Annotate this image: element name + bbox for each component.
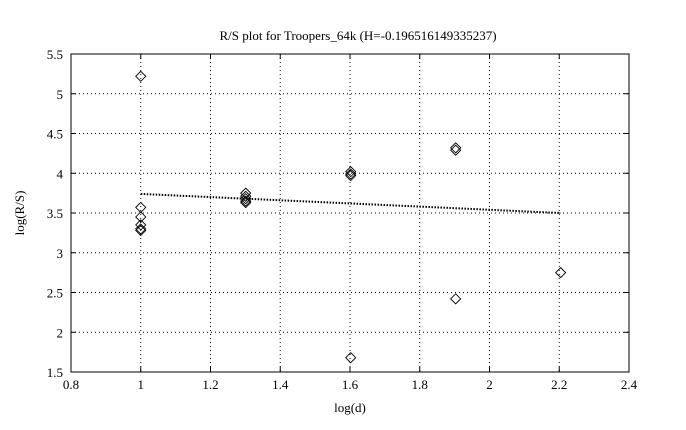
x-tick-labels: 0.8 1 1.2 1.4 1.6 1.8 2 2.2 2.4 (63, 377, 638, 392)
data-point-diamond (135, 224, 147, 237)
y-tick-label: 3 (57, 246, 64, 261)
data-point-diamond (135, 70, 147, 82)
data-point-diamond (450, 293, 462, 305)
y-tick-label: 1.5 (47, 365, 63, 380)
data-point-diamond (240, 197, 252, 209)
y-tick-labels: 1.5 2 2.5 3 3.5 4 4.5 5 5.5 (47, 47, 64, 380)
data-point-diamond (135, 219, 147, 231)
axis-ticks (70, 53, 630, 373)
data-point-diamond (345, 352, 357, 364)
y-tick-label: 2.5 (47, 286, 63, 301)
x-tick-label: 2 (486, 377, 493, 392)
y-axis-label: log(R/S) (12, 191, 27, 236)
data-point-diamond (135, 211, 147, 223)
x-tick-label: 1.4 (272, 377, 289, 392)
data-point-diamond (345, 169, 357, 182)
x-tick-label: 1.8 (412, 377, 428, 392)
data-point-diamond (240, 190, 252, 202)
x-tick-label: 1.2 (202, 377, 218, 392)
x-tick-label: 2.4 (621, 377, 638, 392)
data-point-diamond (450, 142, 462, 154)
y-tick-label: 5 (57, 87, 64, 102)
data-point-diamond (345, 166, 357, 178)
y-tick-label: 5.5 (47, 47, 63, 62)
data-point-diamond (135, 223, 147, 235)
x-tick-label: 2.2 (551, 377, 567, 392)
data-point-diamond (450, 144, 462, 156)
x-tick-label: 1 (138, 377, 145, 392)
y-tick-label: 3.5 (47, 206, 63, 221)
data-series (135, 70, 567, 364)
y-tick-label: 4 (57, 166, 64, 181)
plot-frame (70, 53, 630, 373)
data-point-diamond (345, 168, 357, 180)
chart-title: R/S plot for Troopers_64k (H=-0.19651614… (219, 28, 496, 43)
grid-lines (71, 54, 629, 372)
x-tick-label: 1.6 (342, 377, 359, 392)
x-tick-label: 0.8 (63, 377, 79, 392)
y-tick-label: 2 (57, 325, 64, 340)
y-tick-label: 4.5 (47, 127, 63, 142)
data-point-diamond (240, 193, 252, 205)
fit-line (140, 192, 561, 214)
x-axis-label: log(d) (334, 400, 366, 415)
data-point-diamond (555, 266, 567, 279)
